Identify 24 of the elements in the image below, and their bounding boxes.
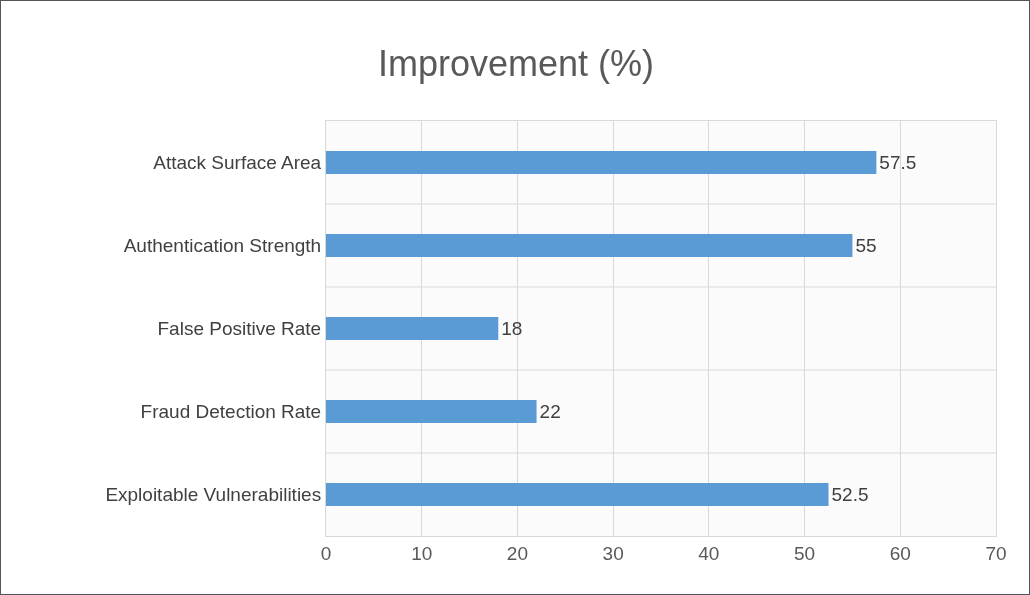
y-tick-label: Attack Surface Area [153, 152, 322, 174]
x-tick-label: 0 [320, 542, 332, 564]
bar [326, 233, 853, 258]
data-label: 55 [855, 235, 877, 256]
y-tick-label: Authentication Strength [123, 235, 322, 257]
bar [326, 150, 877, 175]
x-tick-label: 40 [698, 542, 720, 564]
x-tick-label: 30 [602, 542, 624, 564]
bar [326, 399, 537, 424]
x-tick-label: 10 [411, 542, 433, 564]
bar [326, 316, 499, 341]
chart-title: Improvement (%) [377, 43, 655, 85]
y-tick-label: Fraud Detection Rate [140, 401, 322, 423]
x-tick-label: 50 [794, 542, 816, 564]
data-label: 18 [501, 318, 523, 339]
data-label: 22 [539, 401, 561, 422]
x-tick-label: 20 [506, 542, 528, 564]
y-tick-label: False Positive Rate [157, 318, 322, 340]
data-label: 57.5 [879, 152, 917, 173]
x-tick-label: 70 [985, 542, 1007, 564]
data-label: 52.5 [831, 484, 869, 505]
bar [326, 482, 829, 507]
x-tick-label: 60 [889, 542, 911, 564]
y-tick-label: Exploitable Vulnerabilities [105, 484, 322, 506]
